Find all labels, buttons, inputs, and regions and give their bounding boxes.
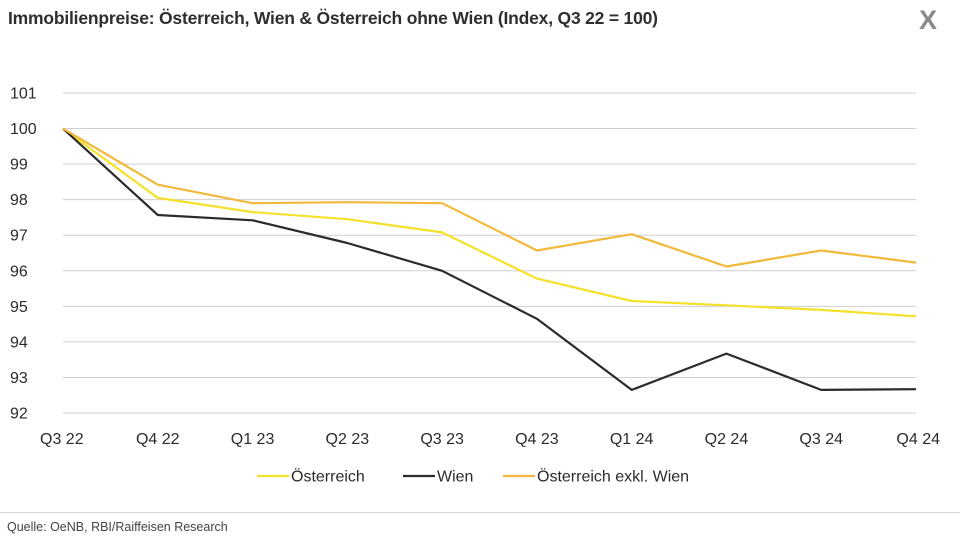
legend-label: Wien [437,469,473,486]
y-tick-label: 96 [10,263,28,280]
x-tick-label: Q3 22 [40,431,84,448]
y-tick-label: 94 [10,334,28,351]
x-tick-label: Q2 24 [705,431,749,448]
y-tick-label: 93 [10,370,28,387]
series-line [62,127,917,268]
x-tick-label: Q4 23 [515,431,559,448]
line-chart: 101 100 99 98 97 96 95 94 93 92 Q3 22 Q4 22 Q1 23 Q2 … [10,86,940,486]
legend-label: Österreich [291,468,365,486]
series-line [62,127,917,318]
footer-divider [0,512,960,513]
x-tick-label: Q1 24 [610,431,654,448]
y-tick-label: 92 [10,406,28,423]
chart-title: Immobilienpreise: Österreich, Wien & Öst… [8,8,658,28]
y-tick-label: 95 [10,299,28,316]
y-tick-label: 101 [10,86,37,103]
y-tick-label: 97 [10,228,28,245]
x-tick-label: Q3 23 [420,431,464,448]
x-tick-label: Q4 24 [896,431,940,448]
x-tick-label: Q2 23 [326,431,370,448]
legend-label: Österreich exkl. Wien [537,468,689,486]
y-tick-label: 99 [10,157,28,174]
y-tick-label: 100 [10,121,37,138]
series-line [62,127,917,391]
source-note: Quelle: OeNB, RBI/Raiffeisen Research [7,520,228,534]
x-tick-label: Q1 23 [231,431,275,448]
x-tick-label: Q4 22 [136,431,180,448]
x-tick-label: Q3 24 [799,431,843,448]
close-icon[interactable]: X [918,5,937,35]
y-tick-label: 98 [10,192,28,209]
